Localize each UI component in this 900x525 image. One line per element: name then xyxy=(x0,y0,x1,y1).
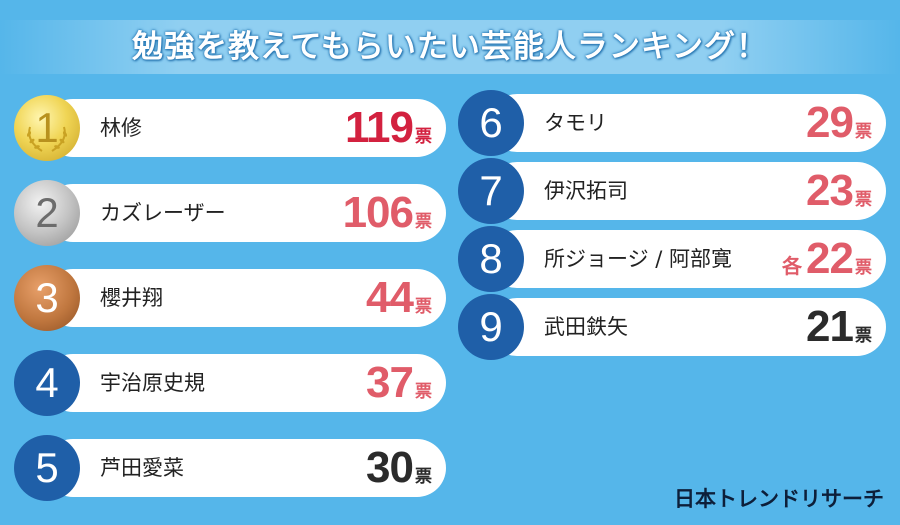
bronze-medal-icon: 3 xyxy=(14,265,80,331)
vote-unit: 票 xyxy=(415,297,432,317)
rank-number: 4 xyxy=(35,359,59,406)
ranking-row: 8 所ジョージ / 阿部寛 各22 票 xyxy=(458,226,886,292)
ranking-row: 9 武田鉄矢 21 票 xyxy=(458,294,886,360)
vote-number: 44 xyxy=(366,273,414,322)
celebrity-name: 林修 xyxy=(100,116,142,140)
vote-count: 119 票 xyxy=(341,95,432,161)
laurel-icon xyxy=(26,126,68,152)
celebrity-name: 伊沢拓司 xyxy=(544,179,628,203)
vote-prefix: 各 xyxy=(782,254,803,278)
celebrity-name: 芦田愛菜 xyxy=(100,456,184,480)
vote-unit: 票 xyxy=(415,127,432,147)
vote-unit: 票 xyxy=(415,382,432,402)
gold-medal-icon: 1 xyxy=(14,95,80,161)
row-background xyxy=(488,162,886,220)
vote-count: 各22 票 xyxy=(782,226,872,292)
vote-number: 22 xyxy=(806,234,854,283)
rank-badge-icon: 4 xyxy=(14,350,80,416)
celebrity-name: 宇治原史規 xyxy=(100,371,205,395)
rank-badge-icon: 7 xyxy=(458,158,524,224)
vote-number: 29 xyxy=(806,98,854,147)
ranking-row: 6 タモリ 29 票 xyxy=(458,90,886,156)
rank-number: 3 xyxy=(35,274,59,321)
vote-number: 30 xyxy=(366,443,414,492)
vote-count: 106 票 xyxy=(339,180,432,246)
row-background xyxy=(44,439,446,497)
rank-badge-icon: 8 xyxy=(458,226,524,292)
vote-unit: 票 xyxy=(855,190,872,210)
celebrity-name: 櫻井翔 xyxy=(100,286,163,310)
ranking-row: 5 芦田愛菜 30 票 xyxy=(14,435,446,501)
rank-number: 1 xyxy=(35,104,59,151)
vote-number: 106 xyxy=(342,188,414,237)
rank-badge-icon: 9 xyxy=(458,294,524,360)
chart-title: 勉強を教えてもらいたい芸能人ランキング！ xyxy=(132,29,768,65)
ranking-row: 4 宇治原史規 37 票 xyxy=(14,350,446,416)
rank-badge-icon: 5 xyxy=(14,435,80,501)
celebrity-name: タモリ xyxy=(544,111,607,135)
vote-count: 37 票 xyxy=(362,350,432,416)
vote-unit: 票 xyxy=(415,467,432,487)
vote-unit: 票 xyxy=(855,258,872,278)
brand-logo: 日本トレンドリサーチ xyxy=(674,487,884,511)
row-background xyxy=(44,354,446,412)
vote-count: 21 票 xyxy=(802,294,872,360)
rank-number: 2 xyxy=(35,189,59,236)
vote-number: 21 xyxy=(806,302,854,351)
vote-unit: 票 xyxy=(415,212,432,232)
rank-number: 9 xyxy=(479,303,503,350)
vote-count: 29 票 xyxy=(802,90,872,156)
ranking-row: 3 櫻井翔 44 票 xyxy=(14,265,446,331)
ranking-row: 7 伊沢拓司 23 票 xyxy=(458,158,886,224)
vote-count: 23 票 xyxy=(802,158,872,224)
celebrity-name: カズレーザー xyxy=(100,201,226,225)
celebrity-name: 所ジョージ / 阿部寛 xyxy=(544,247,733,271)
rank-number: 7 xyxy=(479,167,503,214)
row-background xyxy=(44,269,446,327)
rank-number: 8 xyxy=(479,235,503,282)
row-background xyxy=(488,230,886,288)
row-background xyxy=(44,99,446,157)
silver-medal-icon: 2 xyxy=(14,180,80,246)
vote-count: 44 票 xyxy=(362,265,432,331)
rank-number: 6 xyxy=(479,99,503,146)
rank-number: 5 xyxy=(35,444,59,491)
vote-unit: 票 xyxy=(855,326,872,346)
celebrity-name: 武田鉄矢 xyxy=(544,315,628,339)
rank-badge-icon: 6 xyxy=(458,90,524,156)
vote-unit: 票 xyxy=(855,122,872,142)
title-band xyxy=(0,20,900,74)
vote-count: 30 票 xyxy=(362,435,432,501)
row-background xyxy=(488,94,886,152)
vote-number: 37 xyxy=(366,358,414,407)
vote-number: 23 xyxy=(806,166,854,215)
row-background xyxy=(488,298,886,356)
row-background xyxy=(44,184,446,242)
ranking-row: 1 林修 119 票 xyxy=(14,95,446,161)
ranking-row: 2 カズレーザー 106 票 xyxy=(14,180,446,246)
vote-number: 119 xyxy=(345,103,414,152)
